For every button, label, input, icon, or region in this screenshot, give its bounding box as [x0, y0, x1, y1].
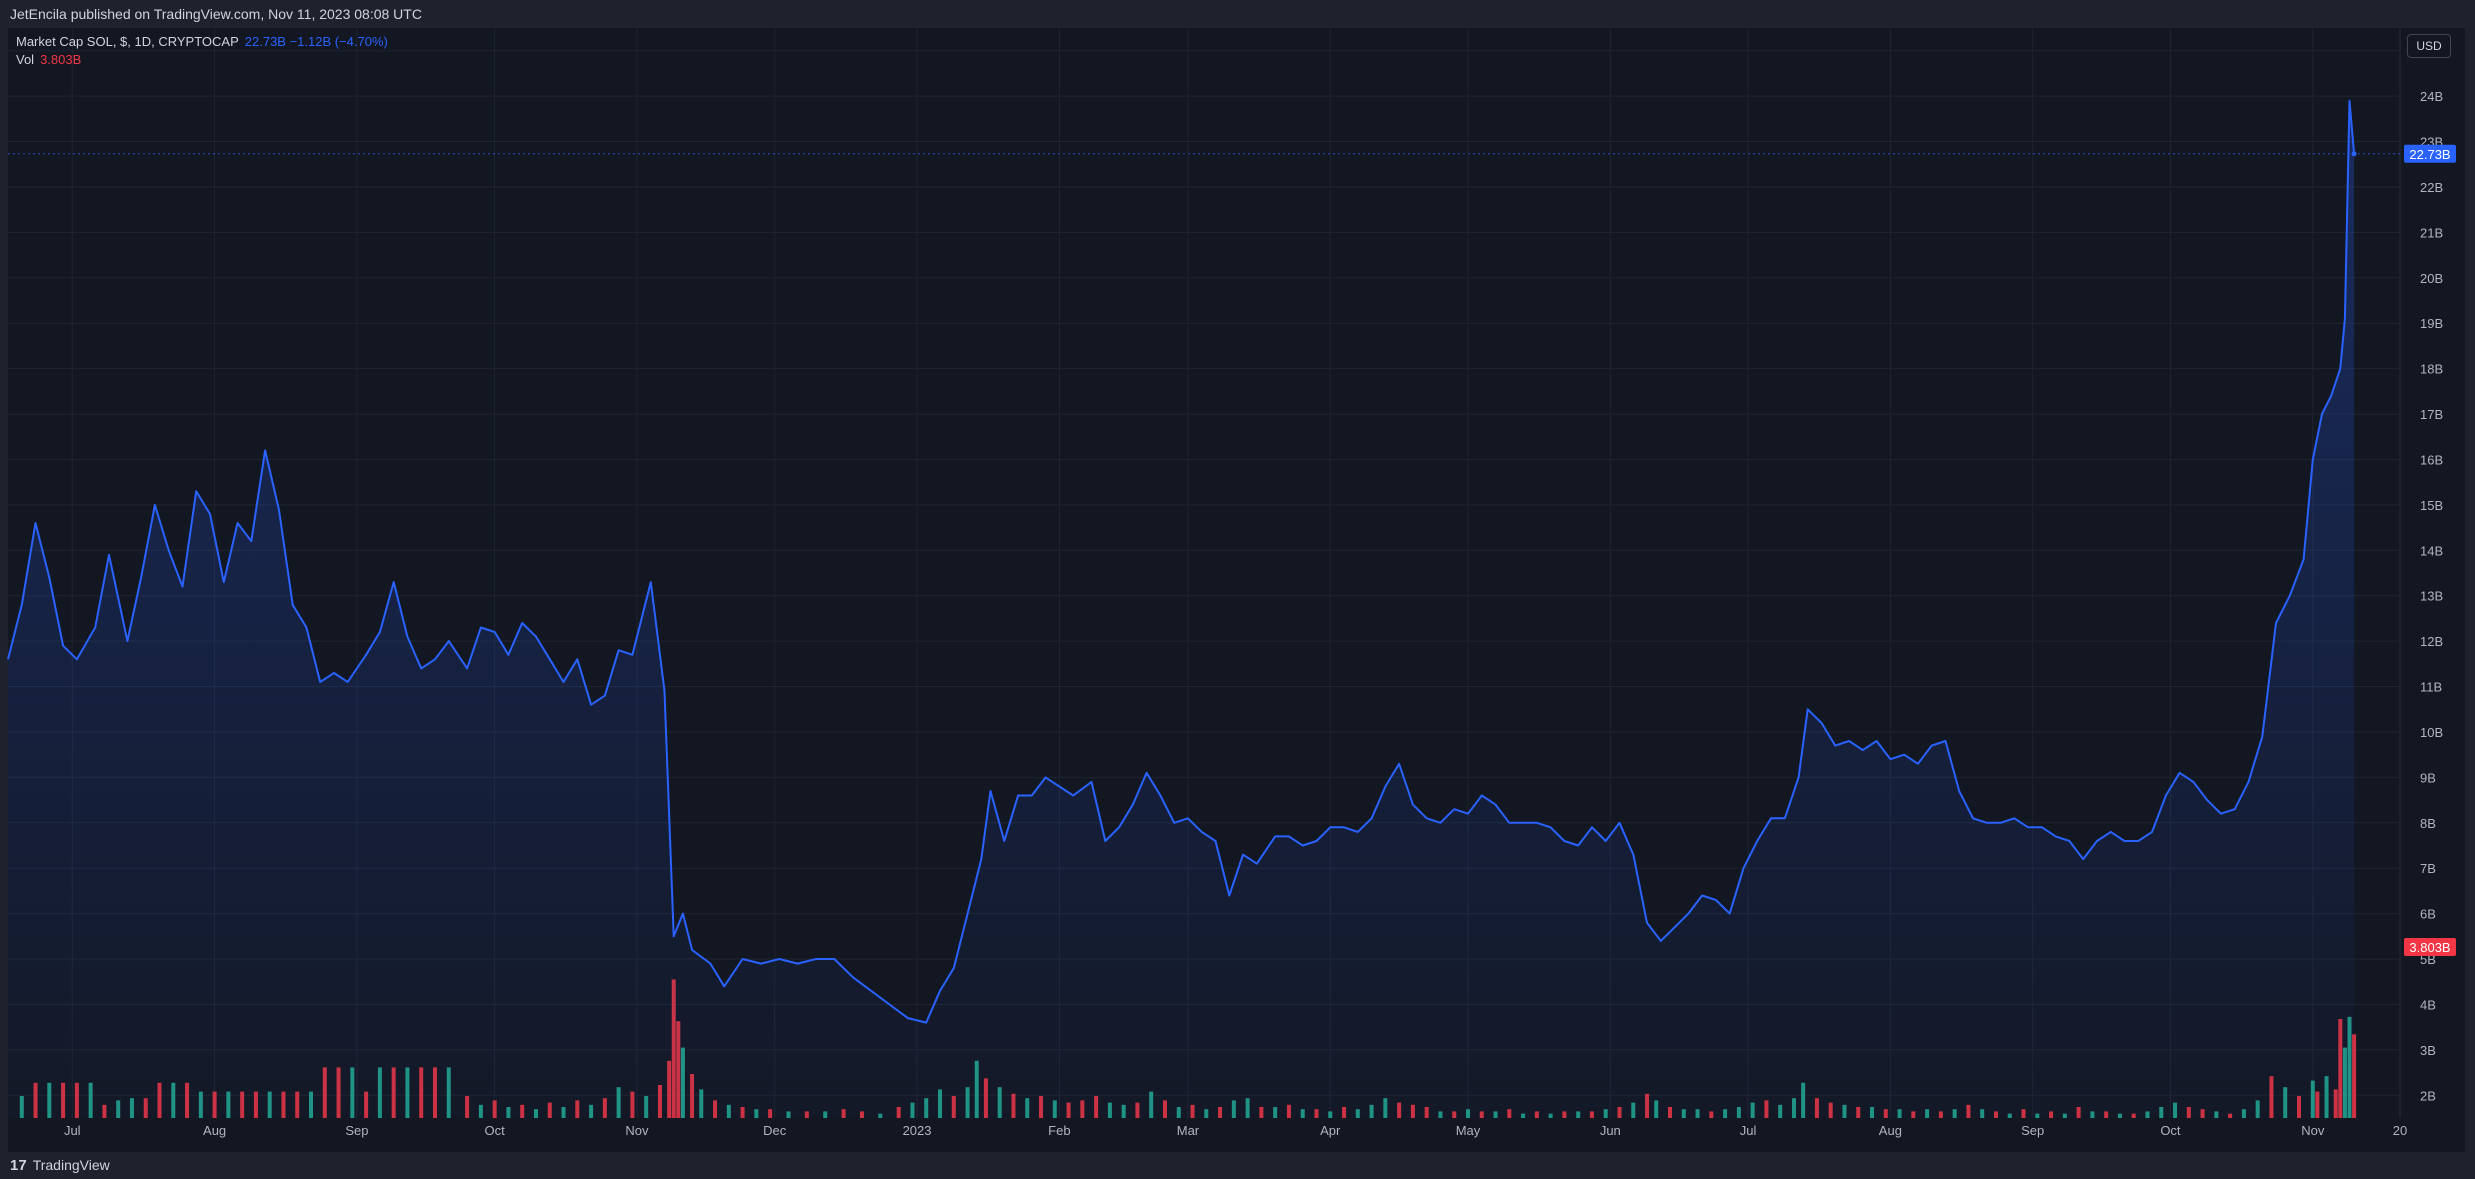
- x-tick-label: Sep: [345, 1123, 368, 1138]
- y-tick-label: 13B: [2420, 589, 2443, 604]
- x-tick-label: 2023: [903, 1123, 932, 1138]
- x-tick-label: Nov: [625, 1123, 649, 1138]
- legend-volume-row: Vol 3.803B: [16, 51, 388, 69]
- y-tick-label: 7B: [2420, 861, 2436, 876]
- y-tick-label: 10B: [2420, 725, 2443, 740]
- y-tick-label: 4B: [2420, 997, 2436, 1012]
- y-tick-label: 22B: [2420, 180, 2443, 195]
- y-tick-label: 8B: [2420, 816, 2436, 831]
- legend-volume-value: 3.803B: [40, 52, 82, 67]
- y-tick-label: 21B: [2420, 225, 2443, 240]
- y-tick-label: 16B: [2420, 452, 2443, 467]
- x-tick-label: Mar: [1177, 1123, 1200, 1138]
- chart-legend: Market Cap SOL, $, 1D, CRYPTOCAP 22.73B −…: [16, 33, 388, 69]
- market-cap-chart[interactable]: 25B24B23B22B21B20B19B18B17B16B15B14B13B1…: [0, 0, 2475, 1152]
- y-tick-label: 9B: [2420, 770, 2436, 785]
- y-tick-label: 3B: [2420, 1043, 2436, 1058]
- currency-button[interactable]: USD: [2407, 34, 2451, 58]
- x-tick-label: Aug: [203, 1123, 226, 1138]
- x-tick-label: Sep: [2021, 1123, 2044, 1138]
- y-tick-label: 24B: [2420, 89, 2443, 104]
- y-tick-label: 18B: [2420, 362, 2443, 377]
- price-axis[interactable]: 25B24B23B22B21B20B19B18B17B16B15B14B13B1…: [2399, 28, 2443, 1118]
- legend-symbol[interactable]: Market Cap SOL, $, 1D, CRYPTOCAP: [16, 34, 239, 49]
- tradingview-logo-icon: 17: [10, 1157, 27, 1174]
- last-volume-label: 3.803B: [2409, 940, 2450, 955]
- x-tick-label: Jul: [64, 1123, 81, 1138]
- footer-brand: TradingView: [32, 1157, 110, 1173]
- y-tick-label: 19B: [2420, 316, 2443, 331]
- tradingview-logo[interactable]: 17 TradingView: [10, 1152, 110, 1179]
- legend-price-row: Market Cap SOL, $, 1D, CRYPTOCAP 22.73B −…: [16, 33, 388, 51]
- footer-bar: 17 TradingView: [0, 1152, 2475, 1179]
- legend-price-value: 22.73B −1.12B (−4.70%): [244, 34, 388, 49]
- legend-volume-label[interactable]: Vol: [16, 52, 35, 67]
- x-tick-label: Feb: [1048, 1123, 1070, 1138]
- x-tick-label: May: [1456, 1123, 1481, 1138]
- last-value-labels: 22.73B 3.803B: [8, 144, 2456, 956]
- x-tick-label: Apr: [1320, 1123, 1341, 1138]
- y-tick-label: 20B: [2420, 271, 2443, 286]
- y-tick-label: 2B: [2420, 1088, 2436, 1103]
- y-tick-label: 17B: [2420, 407, 2443, 422]
- last-volume-label-bg: [2404, 938, 2456, 956]
- y-tick-label: 12B: [2420, 634, 2443, 649]
- x-tick-label: Dec: [763, 1123, 787, 1138]
- y-tick-label: 15B: [2420, 498, 2443, 513]
- x-tick-label: Jun: [1600, 1123, 1621, 1138]
- price-area-fill: [8, 100, 2355, 1118]
- x-tick-label: 20: [2393, 1123, 2407, 1138]
- x-tick-label: Jul: [1740, 1123, 1757, 1138]
- publisher-text: JetEncila published on TradingView.com, …: [10, 6, 422, 22]
- x-tick-label: Nov: [2301, 1123, 2325, 1138]
- price-area: [7, 99, 2357, 1118]
- price-line: [7, 99, 2356, 1024]
- y-tick-label: 11B: [2420, 680, 2442, 695]
- publisher-bar: JetEncila published on TradingView.com, …: [0, 0, 2475, 28]
- y-tick-label: 6B: [2420, 907, 2436, 922]
- x-tick-label: Aug: [1879, 1123, 1902, 1138]
- last-price-label: 22.73B: [2409, 147, 2450, 162]
- x-tick-label: Oct: [2160, 1123, 2181, 1138]
- last-price-label-bg: [2404, 144, 2456, 163]
- x-tick-label: Oct: [485, 1123, 506, 1138]
- y-tick-label: 14B: [2420, 543, 2443, 558]
- time-axis[interactable]: Jul Aug Sep Oct Nov Dec 2023 Feb Mar Apr May Jun Jul…: [64, 1123, 2407, 1138]
